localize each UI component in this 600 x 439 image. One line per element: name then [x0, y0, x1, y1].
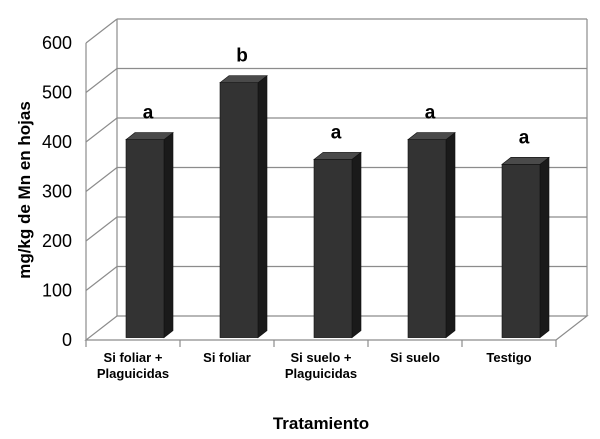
bar-top — [125, 132, 174, 140]
gridline-side — [85, 18, 118, 44]
x-category-label: Si foliar — [203, 350, 251, 365]
bar-top — [407, 132, 456, 140]
y-axis-ticks: 0 100 200 300 400 500 600 — [42, 33, 72, 350]
y-tick-label: 100 — [42, 281, 72, 301]
y-tick-label: 600 — [42, 33, 72, 53]
significance-label: a — [143, 103, 154, 124]
bar-side — [539, 156, 550, 339]
bar-front — [501, 164, 541, 338]
bar-side — [351, 151, 362, 339]
y-tick-label: 400 — [42, 132, 72, 152]
bar — [407, 131, 456, 339]
bars: a b a a a — [125, 46, 550, 339]
x-category-label: Plaguicidas — [97, 366, 169, 381]
bar-top — [219, 75, 268, 83]
gridline-side — [85, 167, 118, 192]
significance-label: a — [331, 122, 342, 143]
bar-side — [445, 131, 456, 339]
bar — [125, 131, 174, 339]
bar-front — [219, 82, 259, 338]
y-tick-label: 500 — [42, 83, 72, 103]
significance-label: a — [425, 103, 436, 124]
bar — [313, 151, 362, 339]
x-axis-title: Tratamiento — [273, 414, 369, 433]
y-tick-label: 0 — [62, 330, 72, 350]
x-category-label: Testigo — [486, 350, 531, 365]
significance-label: a — [519, 127, 530, 148]
bar-front — [125, 139, 165, 338]
bar — [219, 75, 268, 339]
bar — [501, 156, 550, 339]
bar-side — [163, 131, 174, 339]
significance-label: b — [236, 46, 248, 67]
bar-front — [313, 159, 353, 338]
x-category-label: Si suelo — [390, 350, 440, 365]
bar-front — [407, 139, 447, 338]
gridline-side — [85, 117, 118, 143]
bar-top — [501, 157, 550, 165]
x-category-label: Si suelo + — [290, 350, 351, 365]
bar-side — [257, 75, 268, 339]
bar-top — [313, 152, 362, 160]
y-axis-title: mg/kg de Mn en hojas — [15, 101, 34, 279]
gridline-side — [85, 68, 118, 93]
y-tick-label: 200 — [42, 231, 72, 251]
x-category-label: Plaguicidas — [285, 366, 357, 381]
y-tick-label: 300 — [42, 182, 72, 202]
gridline-side — [85, 266, 118, 291]
gridline-side — [85, 216, 118, 242]
x-category-label: Si foliar + — [104, 350, 163, 365]
